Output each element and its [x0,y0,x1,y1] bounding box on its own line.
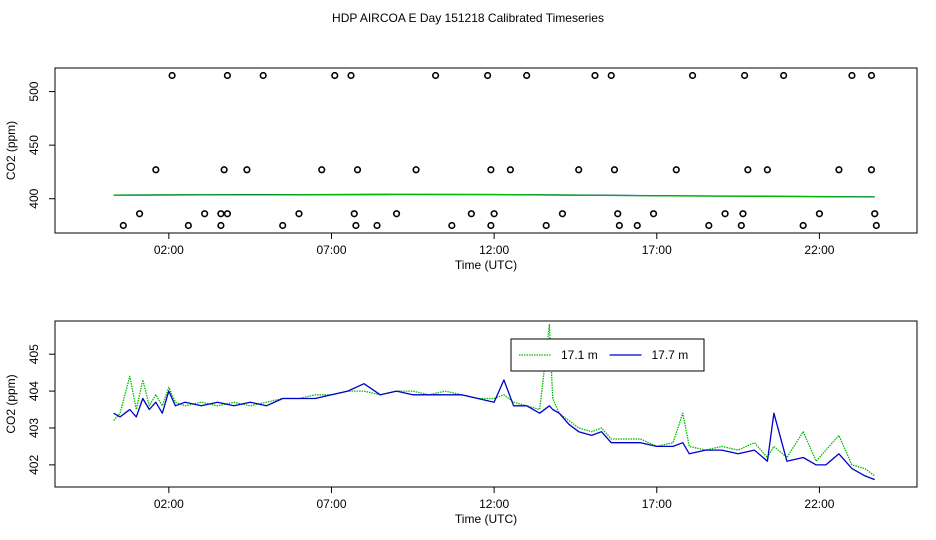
legend-box [510,338,705,372]
scatter-point [184,221,192,230]
scatter-point [871,210,879,218]
scatter-point [350,210,358,218]
scatter-point [740,71,749,80]
x-tick-label: 17:00 [642,243,672,257]
y-tick-label: 405 [27,344,41,364]
scatter-point [295,210,303,218]
scatter-point [763,166,771,174]
scatter-point [373,221,381,230]
scatter-point [223,210,231,218]
scatter-point [744,166,752,174]
scatter-point [487,166,495,174]
scatter-point [607,71,615,80]
scatter-point [259,71,267,80]
y-tick-label: 500 [27,81,41,101]
x-tick-label: 07:00 [316,243,346,257]
y-tick-label: 403 [27,418,41,438]
scatter-point [279,221,287,230]
plot-frame [54,67,918,234]
y-tick-label: 450 [27,135,41,155]
scatter-point [615,221,623,230]
series-line-17-7-m [113,379,875,481]
scatter-point [331,71,339,80]
x-tick-label: 12:00 [479,243,509,257]
scatter-point [448,221,456,230]
scatter-point [412,166,420,174]
scatter-point [223,71,231,80]
scatter-point [610,166,619,174]
scatter-point [353,166,362,174]
series-line-17-1-m [113,324,876,477]
scatter-point [672,166,680,174]
scatter-point [217,210,225,218]
scatter-point [737,221,745,230]
x-tick-label: 02:00 [154,243,184,257]
scatter-point [815,210,824,218]
legend-label: 17.7 m [652,348,689,362]
scatter-point [739,210,747,218]
y-tick-label: 402 [27,455,41,475]
scatter-point [799,221,807,230]
x-tick-label: 22:00 [804,497,834,511]
y-tick-label: 404 [27,381,41,401]
scatter-point [542,221,550,230]
scatter-point [467,210,475,218]
scatter-point [558,210,567,218]
scatter-point [780,71,788,80]
scatter-point [201,210,209,218]
scatter-point [848,71,856,80]
y-axis-label: CO2 (ppm) [4,374,18,433]
scatter-point [220,166,228,174]
scatter-point [705,221,713,230]
scatter-point [523,71,531,80]
scatter-point [487,221,495,230]
scatter-point [835,166,843,174]
scatter-point [347,71,355,80]
scatter-point [431,71,440,80]
scatter-point [119,221,127,230]
scatter-point [506,166,514,174]
scatter-point [168,71,176,80]
bottom-panel-co2-timeseries: 02:00 07:00 12:00 17:00 22:00 402 403 404 405 Tim… [4,320,918,526]
scatter-point [152,166,160,174]
scatter-point [867,166,876,174]
scatter-point [867,71,876,80]
x-tick-label: 17:00 [642,497,672,511]
legend-label: 17.1 m [561,348,598,362]
x-tick-label: 07:00 [316,497,346,511]
scatter-point [721,210,729,218]
x-tick-label: 12:00 [479,497,509,511]
series-line-2 [113,193,875,198]
scatter-point [135,210,144,218]
y-axis-label: CO2 (ppm) [4,121,18,180]
x-tick-label: 22:00 [804,243,834,257]
scatter-point [318,166,326,174]
scatter-point [217,221,225,230]
top-panel-co2-calibration: 02:00 07:00 12:00 17:00 22:00 400 450 500 Time (… [4,67,918,272]
plot-frame [54,320,918,488]
scatter-point [575,166,583,174]
x-axis-label: Time (UTC) [455,258,517,272]
scatter-point [614,210,622,218]
page-title: HDP AIRCOA E Day 151218 Calibrated Times… [332,11,604,25]
x-axis-label: Time (UTC) [455,512,517,526]
scatter-point [484,71,492,80]
scatter-point [591,71,599,80]
scatter-point [352,221,360,230]
scatter-point [490,210,498,218]
x-tick-label: 02:00 [154,497,184,511]
y-tick-label: 400 [27,188,41,208]
scatter-point [872,221,880,230]
scatter-point [243,166,251,174]
scatter-point [649,210,658,218]
scatter-point [633,221,641,230]
legend: 17.1 m 17.7 m [510,338,705,372]
scatter-point [688,71,697,80]
scatter-point [392,210,401,218]
